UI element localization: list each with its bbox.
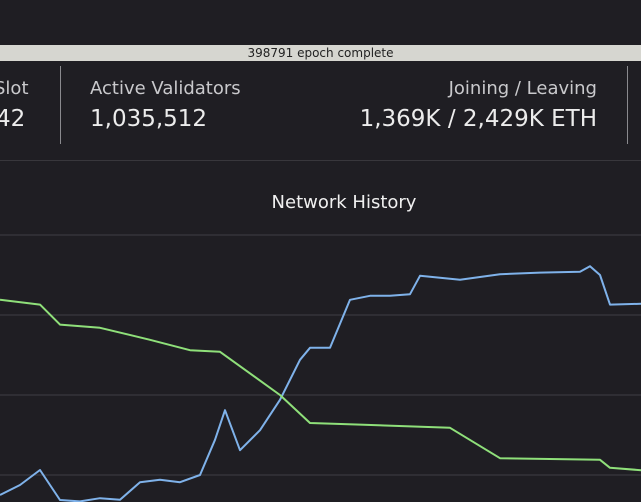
stat-label: Slot xyxy=(0,78,29,99)
separator xyxy=(0,160,641,161)
divider xyxy=(60,66,61,144)
line xyxy=(0,298,641,472)
stat-value: 42 xyxy=(0,106,26,132)
chart-title: Network History xyxy=(272,192,417,213)
stat-value: 1,369K / 2,429K ETH xyxy=(359,106,597,132)
stat-label: Joining / Leaving xyxy=(448,78,597,99)
stat-label: Active Validators xyxy=(90,78,241,99)
divider xyxy=(627,66,628,144)
line xyxy=(0,265,641,502)
progress-bar: 398791 epoch complete xyxy=(0,45,641,61)
stat-value: 1,035,512 xyxy=(90,106,208,132)
